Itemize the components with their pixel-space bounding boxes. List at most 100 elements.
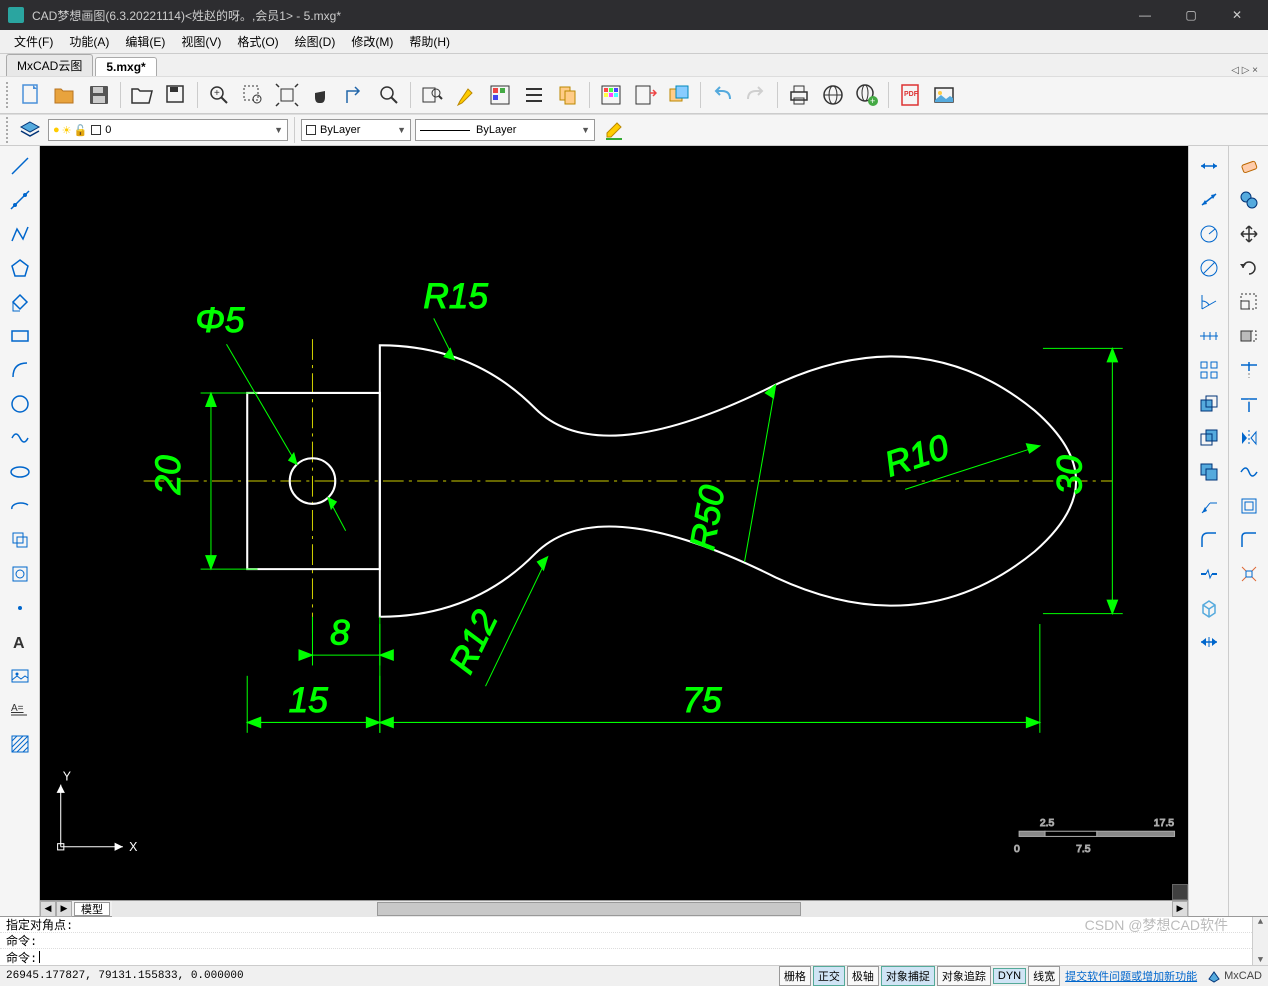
front-tool[interactable]	[1193, 388, 1225, 420]
break-tool[interactable]	[1193, 558, 1225, 590]
hatch-tool[interactable]	[4, 728, 36, 760]
rotate-tool[interactable]	[1233, 252, 1265, 284]
image-insert-tool[interactable]	[4, 660, 36, 692]
dim-diameter-tool[interactable]	[1193, 252, 1225, 284]
find-button[interactable]	[417, 80, 447, 110]
fillet-tool[interactable]	[1233, 524, 1265, 556]
model-space-tab[interactable]: 模型	[74, 902, 110, 916]
fillet-curve-tool[interactable]	[1193, 524, 1225, 556]
ellipse-arc-tool[interactable]	[4, 490, 36, 522]
offset-tool[interactable]	[1233, 490, 1265, 522]
dim-continue-tool[interactable]	[1193, 320, 1225, 352]
print-button[interactable]	[784, 80, 814, 110]
linetype-dropdown[interactable]: ByLayer ▼	[415, 119, 595, 141]
point-tool[interactable]	[4, 592, 36, 624]
insert-block-tool[interactable]	[4, 524, 36, 556]
send-back-tool[interactable]	[1193, 456, 1225, 488]
export-button[interactable]	[630, 80, 660, 110]
layer-manager-button[interactable]	[16, 117, 44, 143]
command-scrollbar[interactable]: ▲▼	[1252, 917, 1268, 965]
image-button[interactable]	[929, 80, 959, 110]
scroll-thumb[interactable]	[377, 902, 801, 916]
scroll-right-button[interactable]: ▶	[56, 901, 72, 917]
zoom-in-button[interactable]: +	[204, 80, 234, 110]
dim-angular-tool[interactable]	[1193, 286, 1225, 318]
rectangle-tool[interactable]	[4, 320, 36, 352]
text-tool[interactable]: A	[4, 626, 36, 658]
trim-tool[interactable]	[1233, 354, 1265, 386]
status-otrack[interactable]: 对象追踪	[937, 966, 991, 986]
folder-open-button[interactable]	[127, 80, 157, 110]
extend-tool[interactable]	[1233, 388, 1265, 420]
globe-button[interactable]	[818, 80, 848, 110]
scroll-track[interactable]	[112, 901, 1172, 917]
feedback-link[interactable]: 提交软件问题或增加新功能	[1065, 968, 1197, 984]
polygon-alt-tool[interactable]	[4, 286, 36, 318]
tab-cloud[interactable]: MxCAD云图	[6, 54, 93, 76]
menu-function[interactable]: 功能(A)	[61, 31, 117, 52]
list-button[interactable]	[519, 80, 549, 110]
draworder-button[interactable]	[664, 80, 694, 110]
ellipse-tool[interactable]	[4, 456, 36, 488]
menu-help[interactable]: 帮助(H)	[401, 31, 458, 52]
drawing-canvas[interactable]: Φ5 R15 R10 R50 R12	[40, 146, 1188, 900]
menu-view[interactable]: 视图(V)	[173, 31, 229, 52]
circle-tool[interactable]	[4, 388, 36, 420]
layer-dropdown[interactable]: ● ☀ 🔓 0 ▼	[48, 119, 288, 141]
undo-button[interactable]	[707, 80, 737, 110]
line-tool[interactable]	[4, 150, 36, 182]
save-as-button[interactable]	[161, 80, 191, 110]
dim-radius-tool[interactable]	[1193, 218, 1225, 250]
scroll-right-end[interactable]: ▶	[1172, 901, 1188, 917]
status-ortho[interactable]: 正交	[813, 966, 845, 986]
properties-button[interactable]	[485, 80, 515, 110]
globe-add-button[interactable]: +	[852, 80, 882, 110]
spline-tool[interactable]	[4, 422, 36, 454]
tabs-nav[interactable]: ◁ ▷ ×	[1231, 65, 1262, 76]
dim-aligned-tool[interactable]	[1193, 184, 1225, 216]
toolbar-grip-2[interactable]	[6, 117, 10, 143]
3d-box-tool[interactable]	[1193, 592, 1225, 624]
open-file-button[interactable]	[50, 80, 80, 110]
arc-tool[interactable]	[4, 354, 36, 386]
mirror-tool[interactable]	[1233, 422, 1265, 454]
edit-pencil-button[interactable]	[599, 115, 629, 145]
xline-tool[interactable]	[4, 184, 36, 216]
erase-tool[interactable]	[1233, 150, 1265, 182]
status-dyn[interactable]: DYN	[993, 968, 1026, 984]
new-file-button[interactable]	[16, 80, 46, 110]
status-polar[interactable]: 极轴	[847, 966, 879, 986]
color-dropdown[interactable]: ByLayer ▼	[301, 119, 411, 141]
redo-button[interactable]	[741, 80, 771, 110]
status-grid[interactable]: 栅格	[779, 966, 811, 986]
make-block-tool[interactable]	[4, 558, 36, 590]
spline-edit-tool[interactable]	[1233, 456, 1265, 488]
leader-tool[interactable]	[1193, 490, 1225, 522]
polyline-tool[interactable]	[4, 218, 36, 250]
scale-tool[interactable]	[1233, 286, 1265, 318]
stretch-tool[interactable]	[1233, 320, 1265, 352]
mtext-tool[interactable]: A=	[4, 694, 36, 726]
dim-linear-tool[interactable]	[1193, 150, 1225, 182]
status-lwt[interactable]: 线宽	[1028, 966, 1060, 986]
horizontal-scrollbar[interactable]: ◀ ▶ 模型 ▶	[40, 900, 1188, 916]
menu-modify[interactable]: 修改(M)	[343, 31, 401, 52]
menu-draw[interactable]: 绘图(D)	[287, 31, 344, 52]
minimize-button[interactable]: —	[1122, 0, 1168, 30]
command-input[interactable]: 命令:	[0, 949, 1252, 965]
scroll-left-button[interactable]: ◀	[40, 901, 56, 917]
extend-h-tool[interactable]	[1193, 626, 1225, 658]
copy-button[interactable]	[553, 80, 583, 110]
save-button[interactable]	[84, 80, 114, 110]
menu-edit[interactable]: 编辑(E)	[117, 31, 173, 52]
polygon-tool[interactable]	[4, 252, 36, 284]
zoom-realtime-button[interactable]	[374, 80, 404, 110]
zoom-window-button[interactable]	[238, 80, 268, 110]
array-tool[interactable]	[1193, 354, 1225, 386]
highlight-button[interactable]	[451, 80, 481, 110]
status-osnap[interactable]: 对象捕捉	[881, 966, 935, 986]
palette-button[interactable]	[596, 80, 626, 110]
maximize-button[interactable]: ▢	[1168, 0, 1214, 30]
zoom-extents-button[interactable]	[272, 80, 302, 110]
zoom-previous-button[interactable]	[340, 80, 370, 110]
